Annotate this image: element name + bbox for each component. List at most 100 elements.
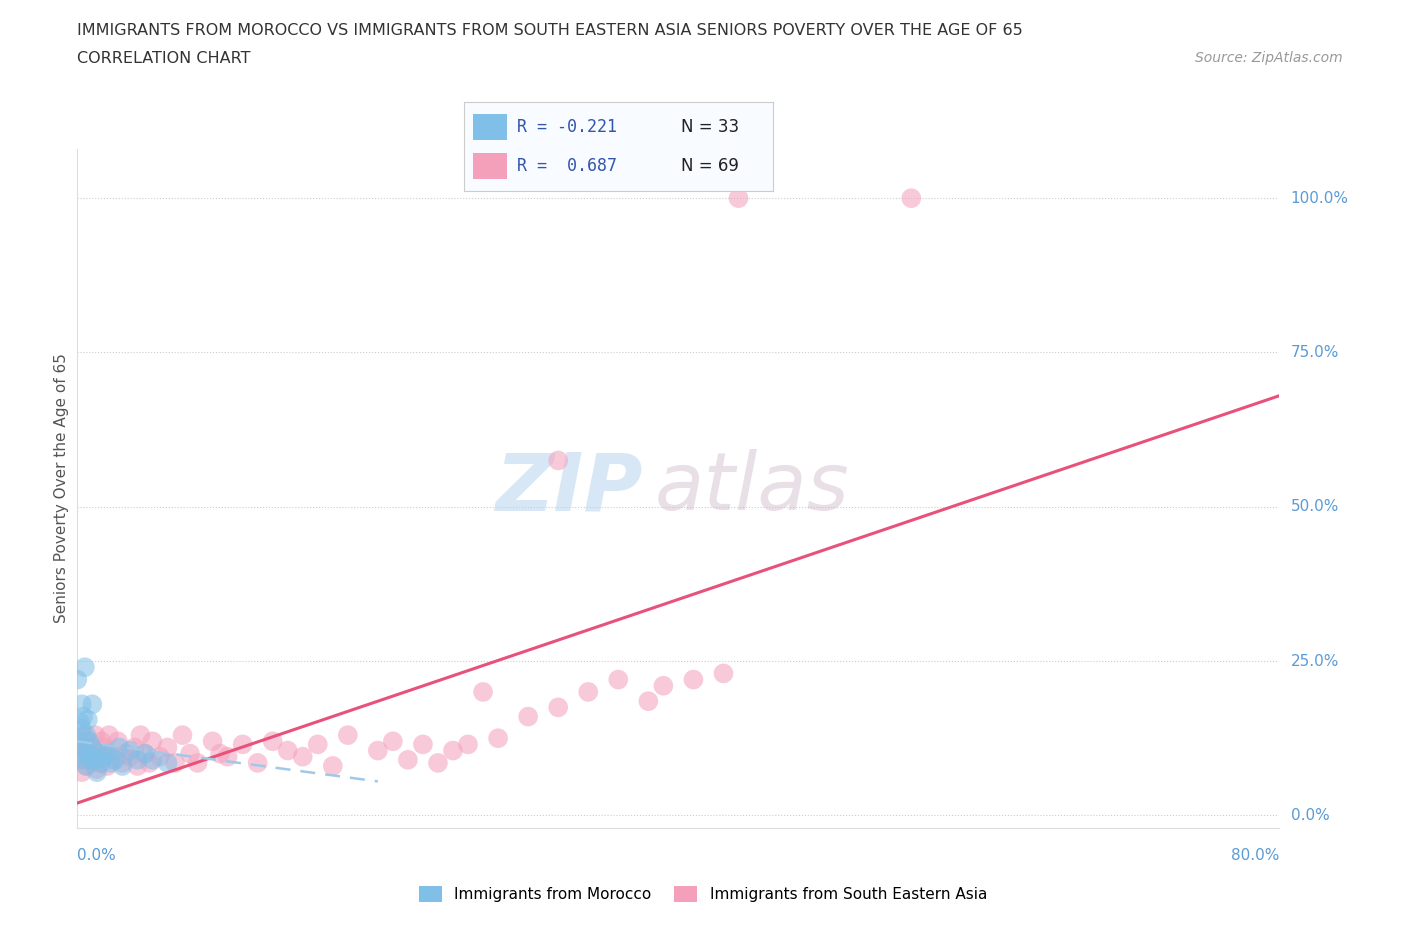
Point bbox=[67, 734, 90, 749]
Point bbox=[291, 750, 314, 764]
Point bbox=[72, 727, 94, 742]
Point bbox=[69, 746, 91, 761]
Point bbox=[111, 755, 134, 770]
Text: N = 69: N = 69 bbox=[681, 157, 738, 175]
Point bbox=[547, 700, 569, 715]
Text: 75.0%: 75.0% bbox=[1291, 345, 1339, 360]
Text: 0.0%: 0.0% bbox=[77, 848, 117, 863]
Point bbox=[86, 762, 108, 777]
Point bbox=[124, 740, 146, 755]
Point bbox=[104, 752, 127, 767]
Point bbox=[381, 734, 404, 749]
Point bbox=[486, 731, 509, 746]
Point bbox=[141, 734, 163, 749]
Point bbox=[134, 746, 156, 761]
Point bbox=[73, 746, 96, 761]
Point bbox=[172, 727, 194, 742]
Point bbox=[72, 710, 94, 724]
Point bbox=[89, 755, 111, 770]
Point bbox=[277, 743, 299, 758]
Text: 50.0%: 50.0% bbox=[1291, 499, 1339, 514]
Text: Source: ZipAtlas.com: Source: ZipAtlas.com bbox=[1195, 51, 1343, 65]
Point bbox=[232, 737, 254, 751]
Point bbox=[89, 746, 111, 761]
Point bbox=[186, 755, 209, 770]
Point bbox=[129, 727, 152, 742]
FancyBboxPatch shape bbox=[474, 153, 508, 179]
Text: CORRELATION CHART: CORRELATION CHART bbox=[77, 51, 250, 66]
Point bbox=[217, 750, 239, 764]
Point bbox=[682, 672, 704, 687]
Point bbox=[73, 740, 96, 755]
Point bbox=[118, 743, 141, 758]
Point bbox=[97, 727, 120, 742]
FancyBboxPatch shape bbox=[474, 113, 508, 140]
Point bbox=[156, 755, 179, 770]
Point bbox=[104, 752, 127, 767]
Point bbox=[637, 694, 659, 709]
Point bbox=[100, 755, 122, 770]
Point bbox=[209, 746, 232, 761]
Point bbox=[107, 734, 129, 749]
Point bbox=[83, 752, 105, 767]
Point bbox=[70, 697, 93, 711]
Point bbox=[100, 746, 122, 761]
Point bbox=[396, 752, 419, 767]
Point bbox=[76, 746, 98, 761]
Point bbox=[149, 750, 172, 764]
Point bbox=[607, 672, 630, 687]
Point bbox=[134, 746, 156, 761]
Point bbox=[111, 759, 134, 774]
Text: ZIP: ZIP bbox=[495, 449, 643, 527]
Point bbox=[307, 737, 329, 751]
Point bbox=[82, 740, 104, 755]
Point bbox=[79, 746, 101, 761]
Point bbox=[76, 712, 98, 727]
Point bbox=[91, 750, 114, 764]
Point bbox=[96, 759, 118, 774]
Text: IMMIGRANTS FROM MOROCCO VS IMMIGRANTS FROM SOUTH EASTERN ASIA SENIORS POVERTY OV: IMMIGRANTS FROM MOROCCO VS IMMIGRANTS FR… bbox=[77, 23, 1024, 38]
Point bbox=[69, 715, 91, 730]
Point bbox=[427, 755, 450, 770]
Point bbox=[66, 672, 89, 687]
Text: 25.0%: 25.0% bbox=[1291, 654, 1339, 669]
Point bbox=[367, 743, 389, 758]
Point bbox=[73, 659, 96, 674]
Point bbox=[93, 740, 115, 755]
Point bbox=[96, 746, 118, 761]
Point bbox=[652, 678, 675, 693]
Text: R = -0.221: R = -0.221 bbox=[516, 118, 617, 136]
Point bbox=[75, 727, 97, 742]
Point bbox=[472, 684, 495, 699]
Point bbox=[84, 752, 107, 767]
Point bbox=[156, 740, 179, 755]
Legend: Immigrants from Morocco, Immigrants from South Eastern Asia: Immigrants from Morocco, Immigrants from… bbox=[413, 880, 993, 909]
Point bbox=[87, 746, 110, 761]
Text: 100.0%: 100.0% bbox=[1291, 191, 1348, 206]
Point bbox=[713, 666, 735, 681]
Point bbox=[322, 759, 344, 774]
Point bbox=[201, 734, 224, 749]
Text: 80.0%: 80.0% bbox=[1232, 848, 1279, 863]
Point bbox=[118, 750, 141, 764]
Point bbox=[90, 755, 112, 770]
Point bbox=[262, 734, 284, 749]
Point bbox=[82, 697, 104, 711]
Y-axis label: Seniors Poverty Over the Age of 65: Seniors Poverty Over the Age of 65 bbox=[53, 353, 69, 623]
Point bbox=[127, 752, 149, 767]
Text: N = 33: N = 33 bbox=[681, 118, 738, 136]
Text: atlas: atlas bbox=[654, 449, 849, 527]
Point bbox=[67, 752, 90, 767]
Point bbox=[441, 743, 464, 758]
Point bbox=[163, 755, 186, 770]
Point bbox=[80, 755, 103, 770]
Point bbox=[72, 752, 94, 767]
Point bbox=[547, 453, 569, 468]
Point bbox=[84, 727, 107, 742]
Point bbox=[114, 746, 136, 761]
Point bbox=[70, 764, 93, 779]
Point bbox=[727, 191, 749, 206]
Point bbox=[900, 191, 922, 206]
Point bbox=[69, 740, 91, 755]
Point bbox=[79, 734, 101, 749]
